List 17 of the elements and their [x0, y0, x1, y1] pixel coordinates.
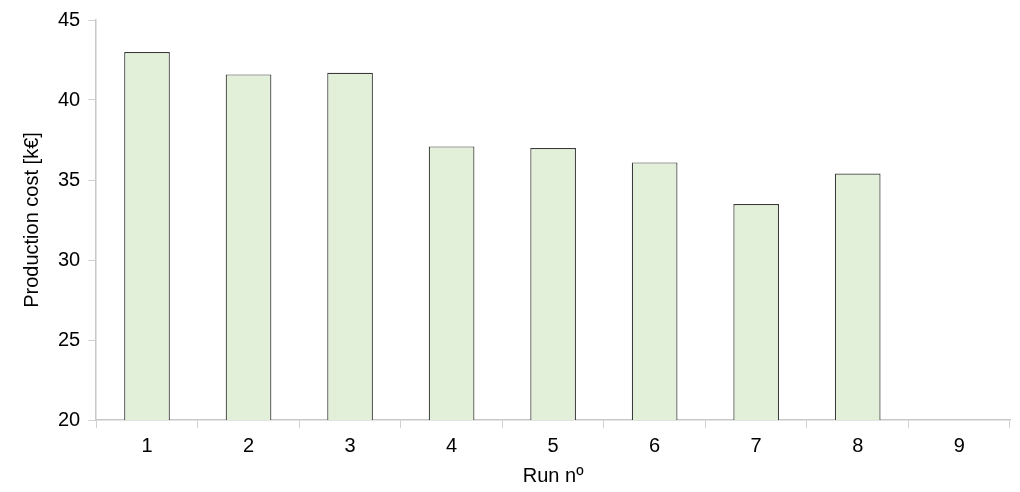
y-tick-label: 30	[58, 247, 81, 270]
y-tick-label: 40	[58, 87, 81, 110]
y-tick-label: 45	[58, 7, 81, 30]
y-axis-title: Production cost [k€]	[19, 132, 42, 308]
x-tick-label: 5	[547, 433, 559, 456]
x-tick-label: 9	[953, 433, 965, 456]
x-tick-label: 7	[750, 433, 762, 456]
x-axis-title: Run nº	[522, 463, 585, 486]
x-tick-label: 1	[141, 433, 153, 456]
x-tick-label: 3	[344, 433, 356, 456]
x-tick-label: 6	[649, 433, 661, 456]
y-tick-label: 25	[58, 327, 81, 350]
y-tick-label: 20	[58, 407, 81, 430]
x-tick-label: 4	[446, 433, 458, 456]
y-tick-label: 35	[58, 167, 81, 190]
x-tick-label: 8	[852, 433, 864, 456]
x-tick-label: 2	[242, 433, 255, 456]
